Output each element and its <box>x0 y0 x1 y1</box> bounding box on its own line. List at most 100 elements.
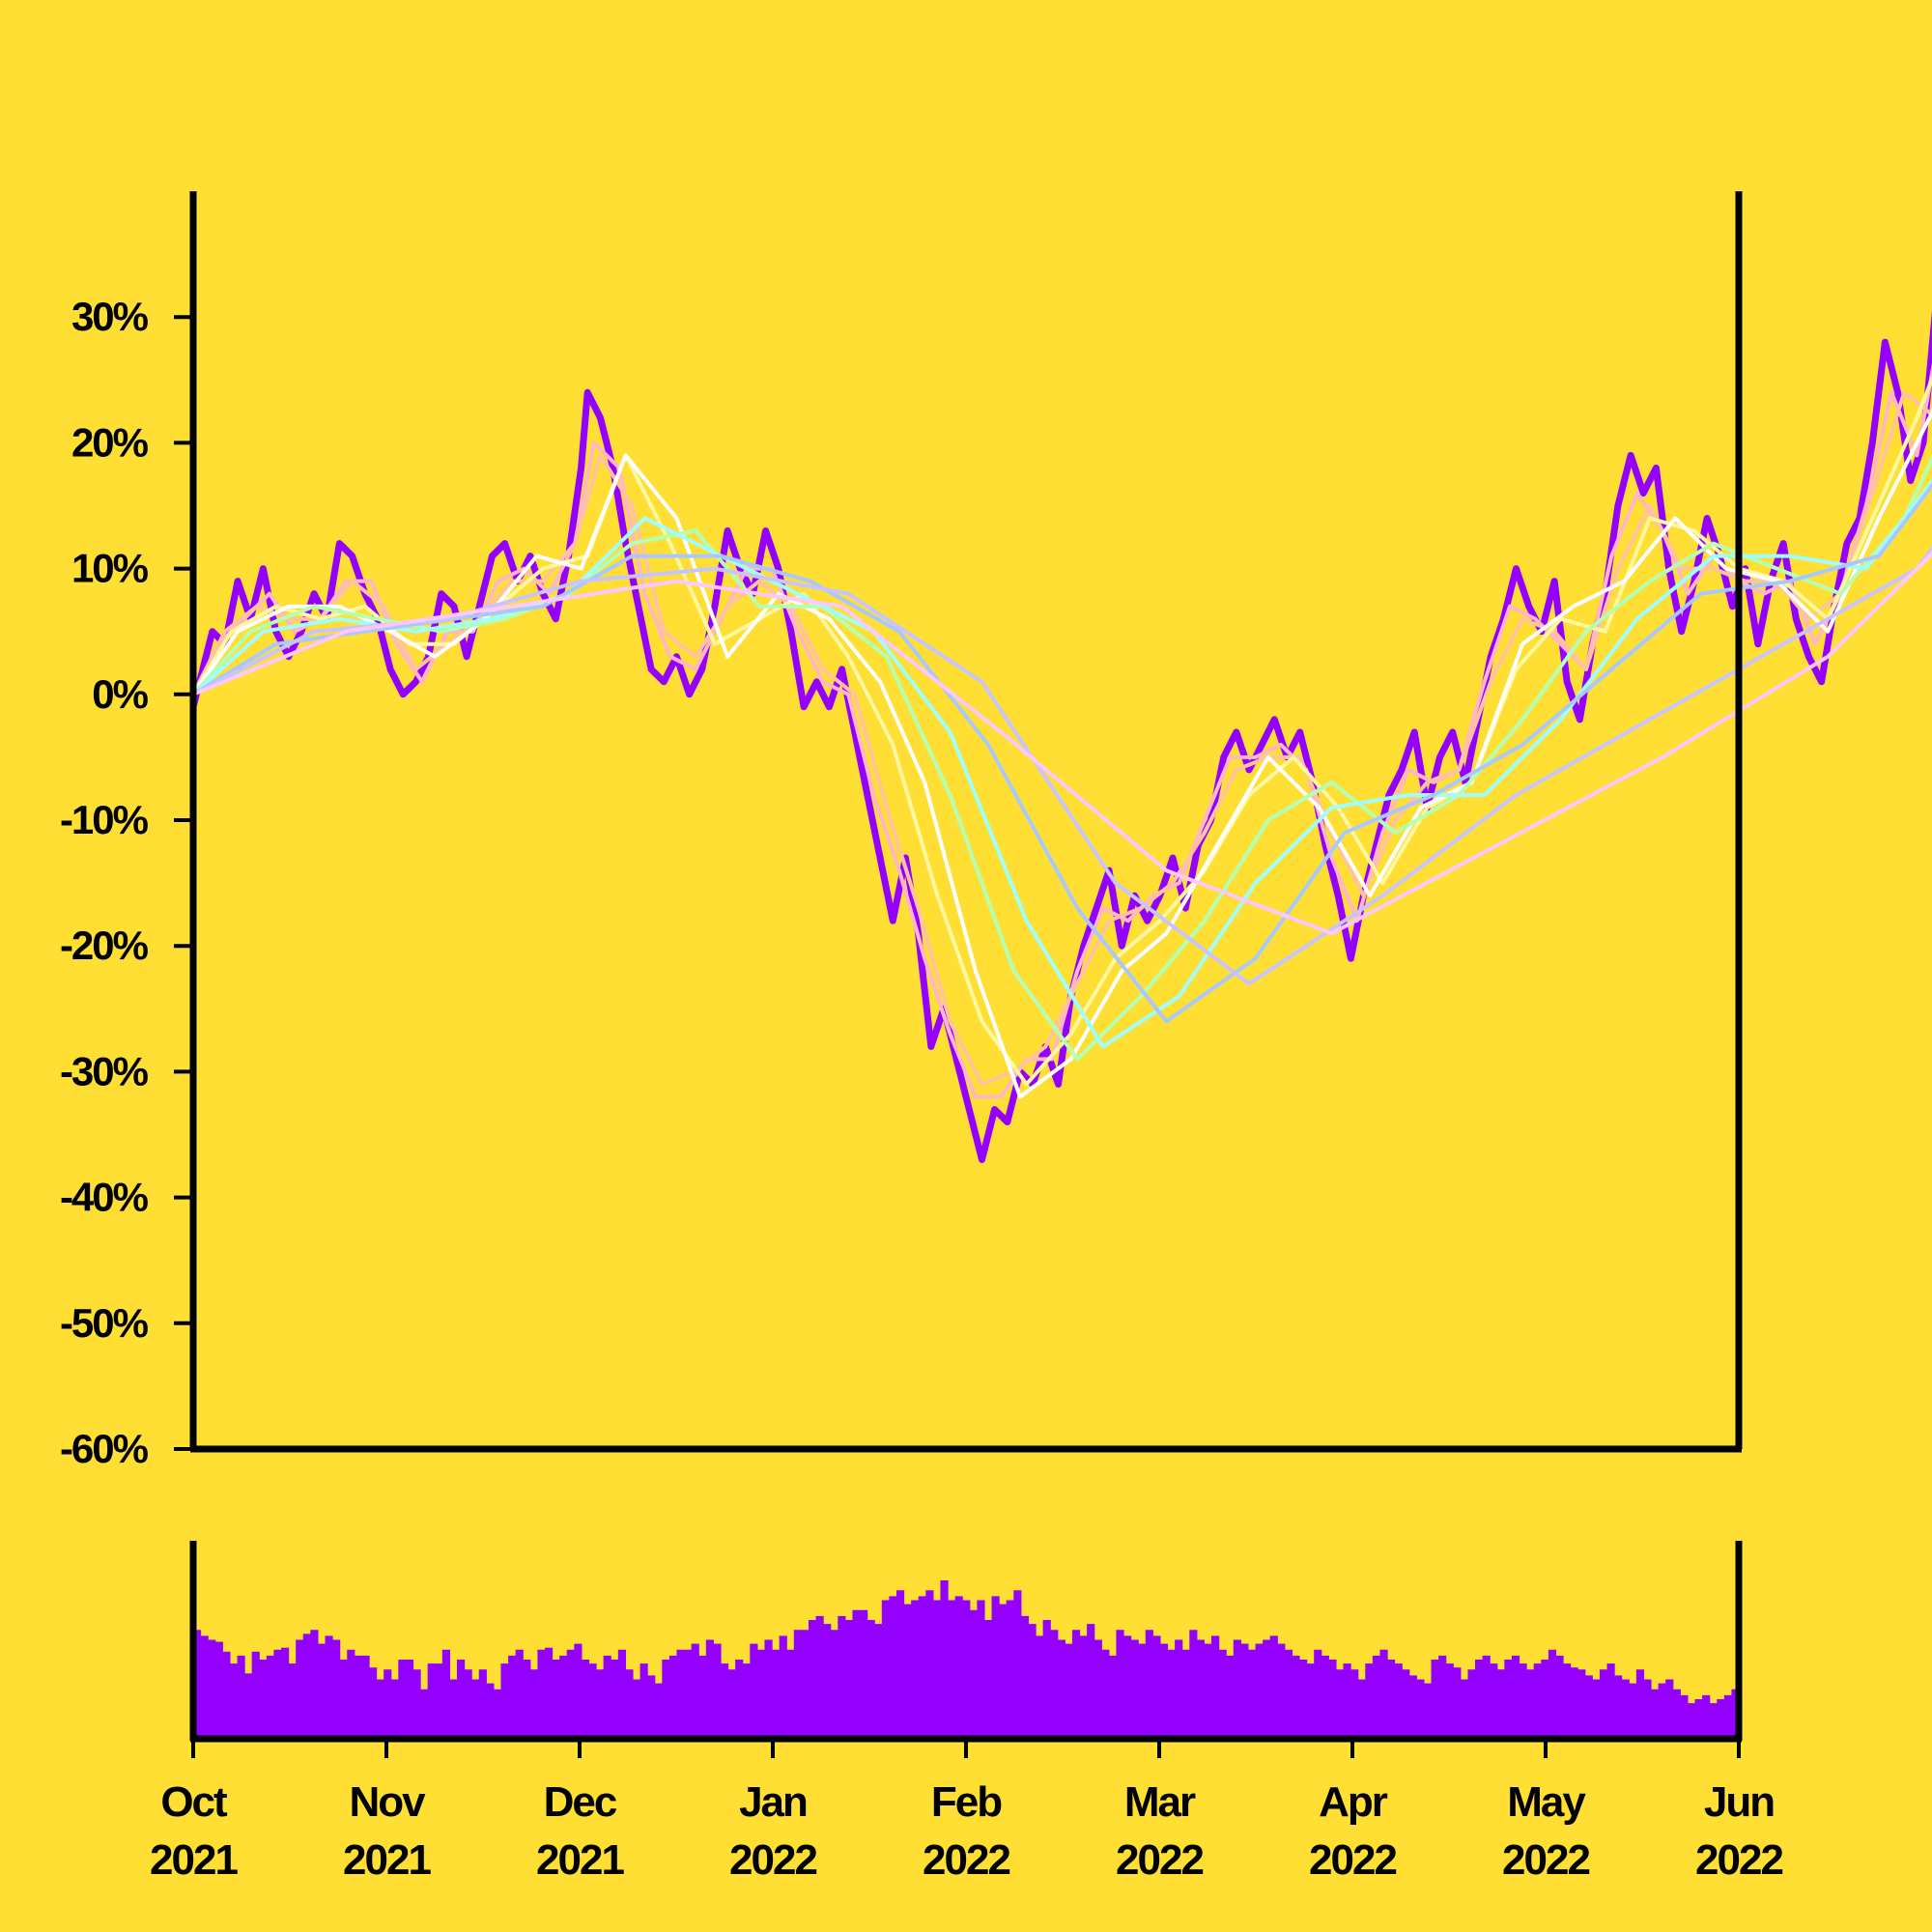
y-tick-label: -40% <box>60 1175 149 1220</box>
volume-bar <box>1379 1649 1388 1739</box>
volume-bar <box>1167 1649 1176 1739</box>
volume-bar <box>544 1647 554 1739</box>
volume-bar <box>214 1641 223 1739</box>
volume-bar <box>742 1663 751 1739</box>
series-line-8 <box>191 482 1932 1024</box>
volume-bar <box>1020 1615 1030 1739</box>
volume-bar <box>881 1600 890 1739</box>
volume-bar <box>471 1679 480 1739</box>
volume-bar <box>617 1649 626 1739</box>
x-tick-year: 2022 <box>1309 1836 1396 1884</box>
x-tick-month: Feb <box>931 1778 1002 1826</box>
volume-bar <box>1533 1663 1542 1739</box>
volume-bar <box>1541 1660 1549 1739</box>
volume-bar <box>1563 1663 1572 1739</box>
x-ticks: Oct 2021 Nov 2021 Dec 2021 Jan 2022 Feb 2022 Mar 20… <box>150 1739 1784 1884</box>
volume-bar <box>1496 1669 1505 1739</box>
volume-bar <box>244 1673 253 1739</box>
volume-bar <box>1321 1655 1329 1739</box>
volume-bar <box>1218 1649 1227 1739</box>
volume-bar <box>354 1655 362 1739</box>
volume-bar <box>1606 1663 1615 1739</box>
volume-bar <box>954 1596 963 1739</box>
volume-bar <box>1116 1630 1124 1739</box>
volume-bar <box>1614 1675 1623 1739</box>
volume-bar <box>727 1669 736 1739</box>
x-tick-year: 2021 <box>150 1836 238 1884</box>
volume-bar <box>310 1630 319 1739</box>
volume-bar <box>574 1643 582 1739</box>
volume-bar <box>713 1643 722 1739</box>
volume-bar <box>756 1649 766 1739</box>
volume-bar <box>193 1630 202 1739</box>
volume-bar <box>1423 1683 1433 1739</box>
volume-bar <box>625 1669 634 1739</box>
volume-bar <box>999 1604 1008 1739</box>
series-line-6 <box>191 454 1932 1062</box>
x-tick-month: May <box>1507 1778 1586 1826</box>
volume-bar <box>259 1660 268 1739</box>
y-tick-label: -60% <box>60 1426 149 1471</box>
volume-bar <box>390 1679 399 1739</box>
volume-bar <box>684 1649 693 1739</box>
x-tick-month: Mar <box>1124 1778 1196 1826</box>
volume-bar <box>508 1655 517 1739</box>
volume-bar <box>1101 1649 1110 1739</box>
y-tick-label: -50% <box>60 1300 149 1346</box>
volume-bar <box>1079 1635 1088 1739</box>
volume-bar <box>1226 1655 1235 1739</box>
volume-bar <box>838 1615 846 1739</box>
volume-bar <box>830 1630 838 1739</box>
volume-bar <box>405 1660 414 1739</box>
volume-bar <box>1629 1683 1637 1739</box>
volume-bar <box>1175 1639 1183 1739</box>
volume-bar <box>1584 1675 1593 1739</box>
volume-bar <box>1519 1663 1527 1739</box>
x-tick-month: Nov <box>349 1778 426 1826</box>
volume-bar <box>296 1639 304 1739</box>
volume-bar <box>1211 1635 1220 1739</box>
y-tick-label: 0% <box>92 671 148 717</box>
volume-bar <box>1408 1675 1417 1739</box>
volume-bar <box>493 1689 502 1739</box>
main-series <box>189 310 1932 1163</box>
x-tick-year: 2021 <box>343 1836 431 1884</box>
volume-bar <box>874 1624 883 1739</box>
volume-bar <box>1108 1655 1118 1739</box>
volume-bar <box>368 1667 378 1739</box>
volume-bar <box>603 1655 611 1739</box>
volume-bar <box>991 1596 1000 1739</box>
y-tick-label: -30% <box>60 1048 149 1094</box>
volume-bars <box>193 1580 1740 1739</box>
volume-bar <box>251 1651 260 1739</box>
volume-bar <box>1453 1667 1462 1739</box>
volume-bar <box>1013 1590 1022 1739</box>
volume-bar <box>1299 1660 1308 1739</box>
volume-bar <box>639 1663 648 1739</box>
volume-plot: Oct 2021 Nov 2021 Dec 2021 Jan 2022 Feb 2022 Mar 20… <box>150 1541 1784 1884</box>
volume-bar <box>844 1620 854 1739</box>
y-ticks: 30% 20% 10% 0% -10% -20% -30% -40% -50% -60% <box>60 294 193 1471</box>
volume-bar <box>1123 1635 1132 1739</box>
volume-bar <box>559 1655 568 1739</box>
volume-bar <box>691 1643 699 1739</box>
volume-bar <box>1269 1635 1278 1739</box>
volume-bar <box>537 1649 546 1739</box>
volume-bar <box>676 1649 685 1739</box>
volume-bar <box>1006 1600 1014 1739</box>
volume-bar <box>317 1643 327 1739</box>
volume-bar <box>486 1683 495 1739</box>
volume-bar <box>808 1620 817 1739</box>
volume-bar <box>977 1600 985 1739</box>
volume-bar <box>398 1660 407 1739</box>
main-plot: 30% 20% 10% 0% -10% -20% -30% -40% -50% -60% <box>60 191 1932 1471</box>
volume-bar <box>529 1669 538 1739</box>
volume-bar <box>1350 1669 1359 1739</box>
volume-bar <box>962 1600 971 1739</box>
volume-bar <box>698 1655 707 1739</box>
volume-bar <box>1071 1630 1081 1739</box>
volume-bar <box>1233 1639 1241 1739</box>
volume-bar <box>1145 1630 1153 1739</box>
x-tick-year: 2022 <box>1116 1836 1203 1884</box>
